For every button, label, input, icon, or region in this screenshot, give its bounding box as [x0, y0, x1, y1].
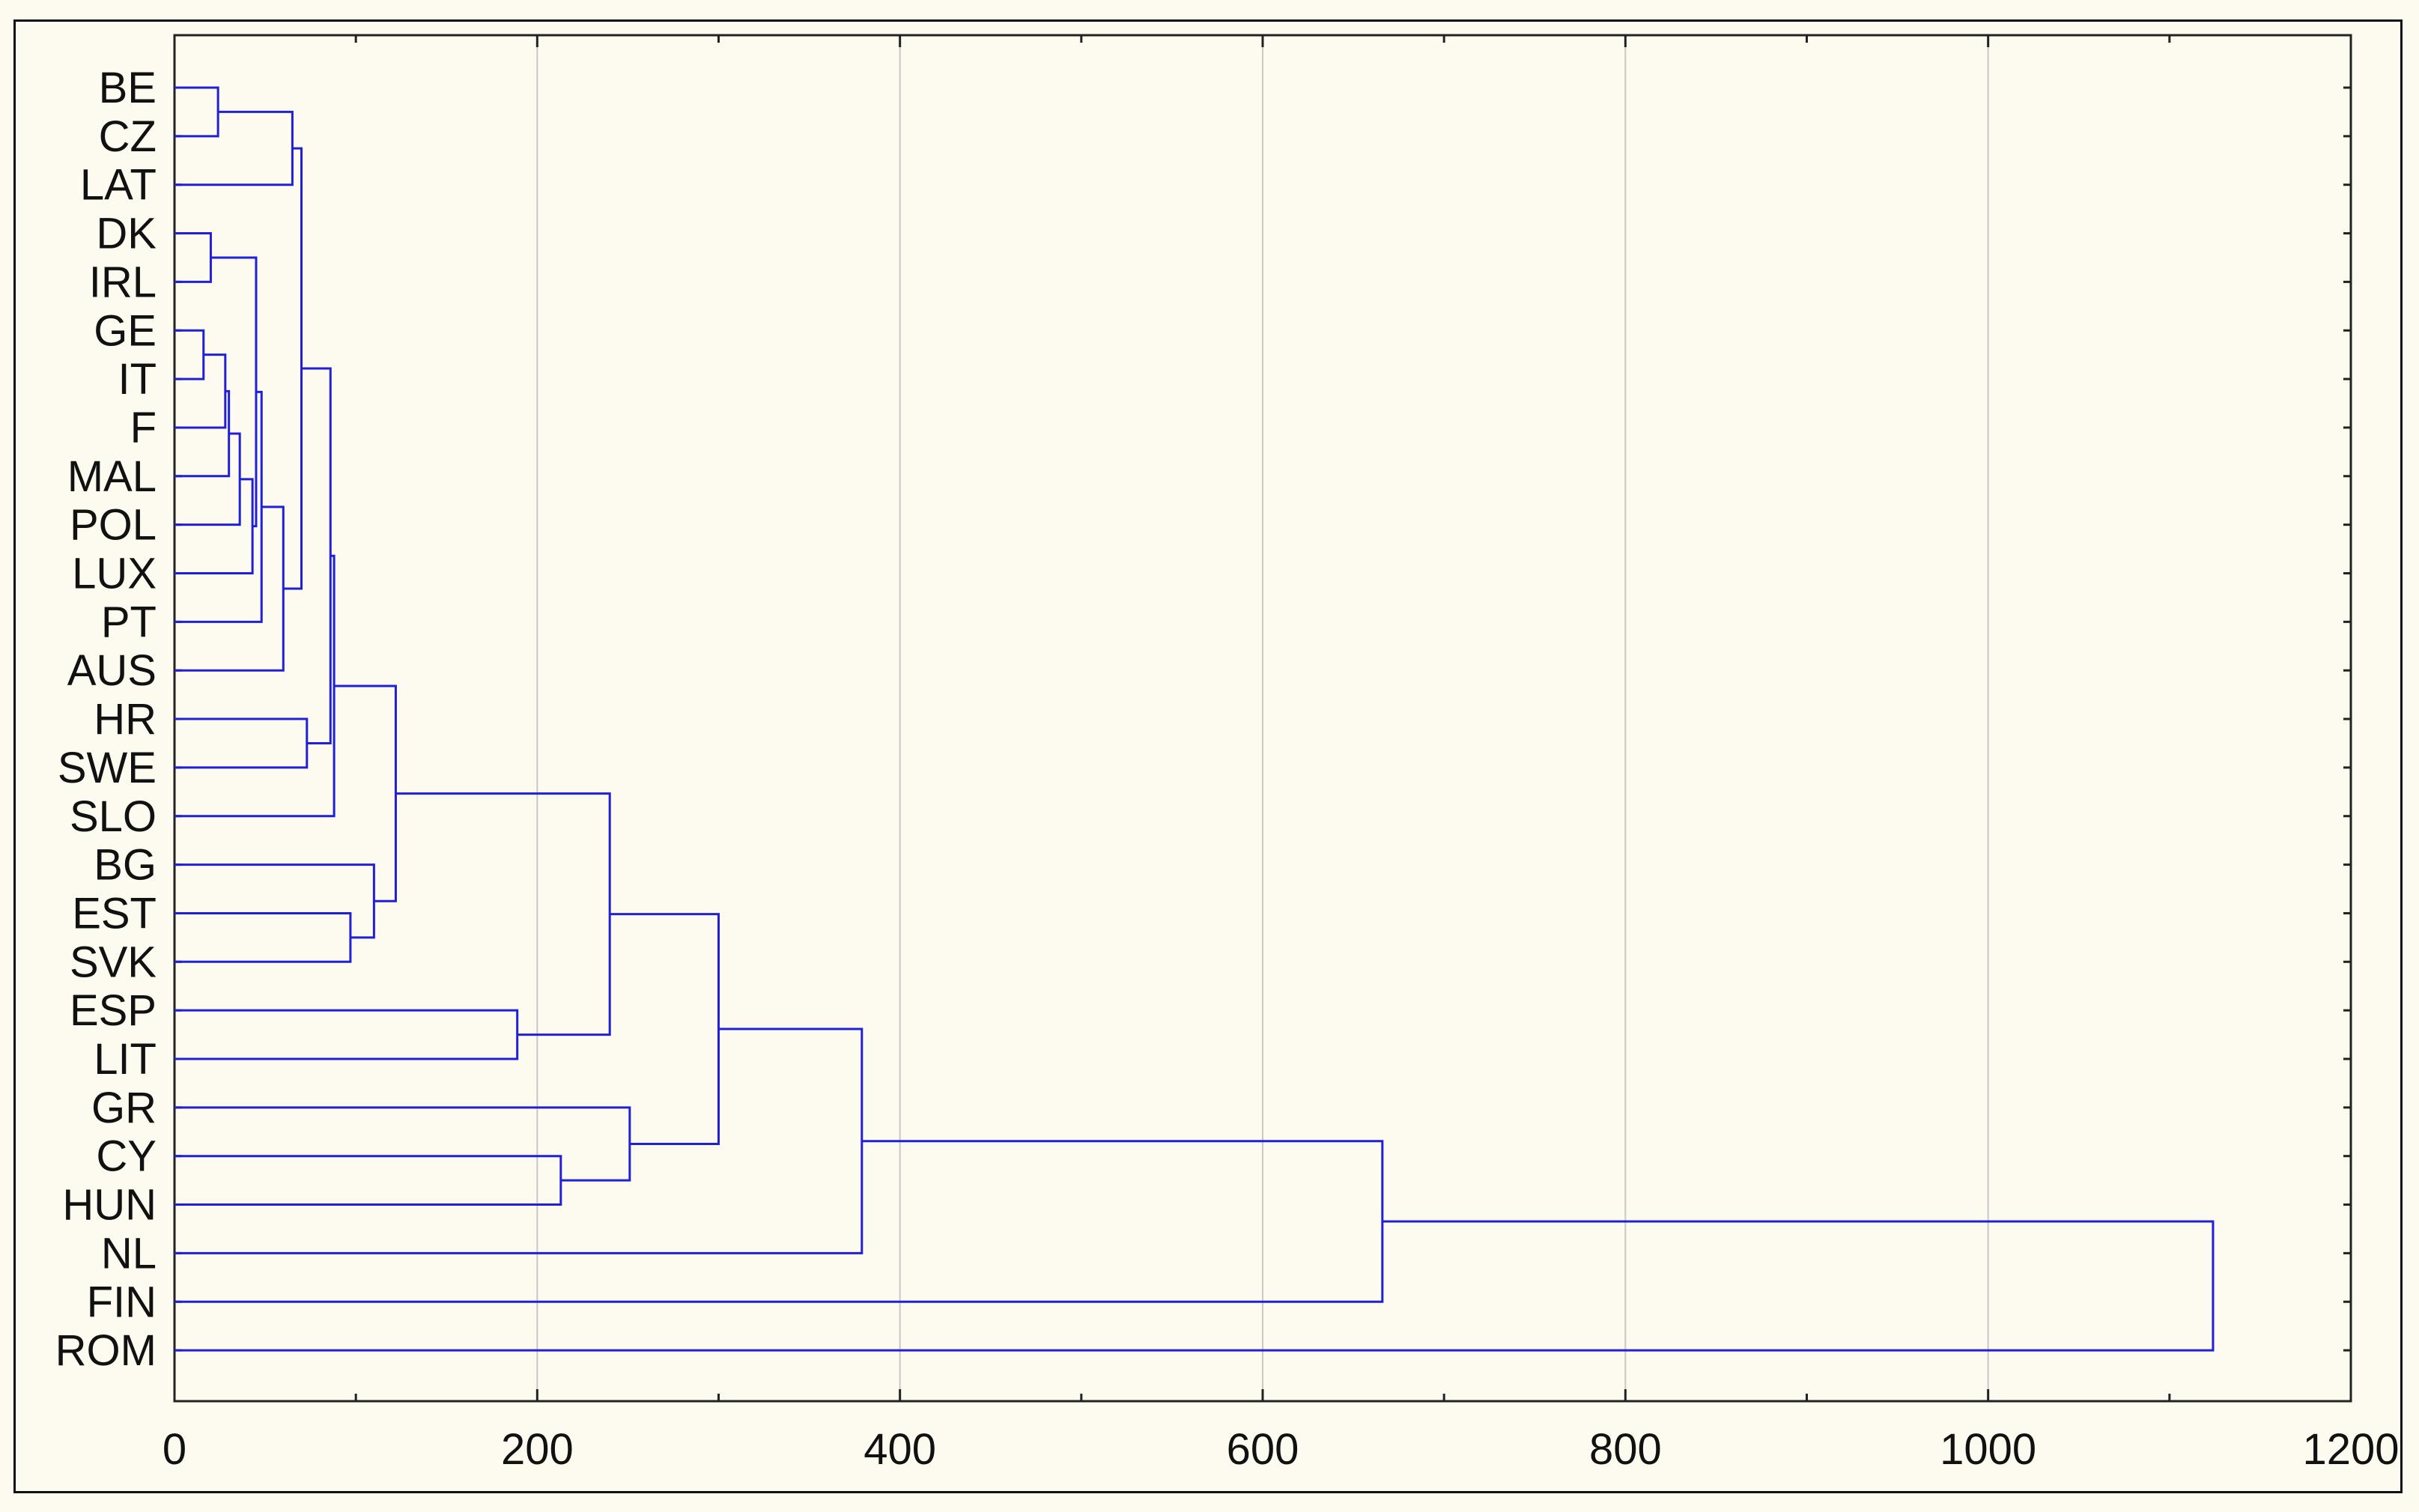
- x-tick-label: 0: [163, 1425, 186, 1474]
- leaf-label: GE: [94, 306, 157, 355]
- dendrogram-link: [174, 911, 352, 963]
- dendrogram-link: [283, 147, 303, 590]
- grid-layer: [536, 35, 1989, 1401]
- leaf-label: IT: [118, 355, 157, 404]
- leaf-label: SVK: [70, 938, 157, 986]
- dendrogram-link: [174, 86, 219, 138]
- dendrogram-link: [174, 554, 336, 818]
- x-tick-label: 800: [1589, 1425, 1662, 1474]
- leaf-label: MAL: [67, 452, 157, 501]
- dendrogram-chart: BECZLATDKIRLGEITFMALPOLLUXPTAUSHRSWESLOB…: [55, 34, 2400, 1474]
- dendrogram-link: [174, 110, 294, 186]
- leaf-label: PT: [101, 598, 157, 646]
- dendrogram-link: [301, 367, 332, 744]
- dendrogram-link: [174, 232, 212, 283]
- dendrogram-link: [174, 1220, 2215, 1352]
- leaf-label: LAT: [80, 161, 157, 210]
- dendrogram-link: [174, 329, 205, 380]
- leaf-label: HR: [94, 695, 157, 744]
- dendrogram-link: [174, 1009, 519, 1060]
- leaf-label: SWE: [58, 744, 157, 792]
- dendrogram-link: [174, 390, 263, 623]
- leaf-label: HUN: [62, 1181, 157, 1230]
- leaf-label: CZ: [99, 112, 157, 161]
- x-tick-label: 1000: [1940, 1425, 2036, 1474]
- chart-frame: BE CZ LAT DK IRL GE IT F MAL POL LUX PT AUS HR SWE SLO B…: [13, 19, 2403, 1493]
- x-tick-label: 400: [864, 1425, 936, 1474]
- leaf-label: SLO: [70, 792, 157, 841]
- dendrogram-link: [174, 353, 227, 429]
- leaf-label: LIT: [94, 1035, 157, 1084]
- dendrogram-link: [210, 256, 258, 528]
- leaf-label: ESP: [70, 986, 157, 1035]
- dendrogram-link: [174, 1027, 864, 1254]
- leaf-label: F: [130, 404, 157, 452]
- dendrogram-link: [174, 505, 285, 672]
- dendrogram-link: [395, 792, 611, 1036]
- x-tick-label: 1200: [2302, 1425, 2399, 1474]
- leaf-label: POL: [70, 501, 157, 550]
- dendrogram-links: [174, 86, 2215, 1352]
- leaf-label: DK: [96, 210, 157, 258]
- x-tick-label: 200: [501, 1425, 574, 1474]
- dendrogram-link: [174, 389, 231, 478]
- x-tick-label: 600: [1227, 1425, 1299, 1474]
- leaf-label: IRL: [89, 258, 157, 306]
- dendrogram-link: [334, 684, 397, 902]
- leaf-label: FIN: [87, 1278, 157, 1326]
- leaf-label: ROM: [55, 1326, 157, 1375]
- dendrogram-link: [174, 717, 309, 769]
- leaf-label: BG: [94, 841, 157, 890]
- leaf-label: LUX: [72, 550, 157, 598]
- leaf-label: BE: [99, 64, 157, 112]
- dendrogram-link: [174, 1155, 562, 1206]
- leaf-label: EST: [72, 889, 157, 938]
- dendrogram-link: [174, 1106, 631, 1182]
- leaf-label: GR: [91, 1084, 157, 1132]
- leaf-label: NL: [101, 1229, 157, 1278]
- dendrogram-link: [610, 913, 720, 1145]
- leaf-label: AUS: [67, 646, 157, 695]
- leaf-labels: BECZLATDKIRLGEITFMALPOLLUXPTAUSHRSWESLOB…: [55, 64, 157, 1375]
- dendrogram-link: [174, 863, 375, 939]
- dendrogram-link: [174, 1140, 1384, 1303]
- leaf-label: CY: [96, 1132, 157, 1181]
- x-axis-labels: 0 200 400 600 800 1000 1200: [163, 1425, 2400, 1474]
